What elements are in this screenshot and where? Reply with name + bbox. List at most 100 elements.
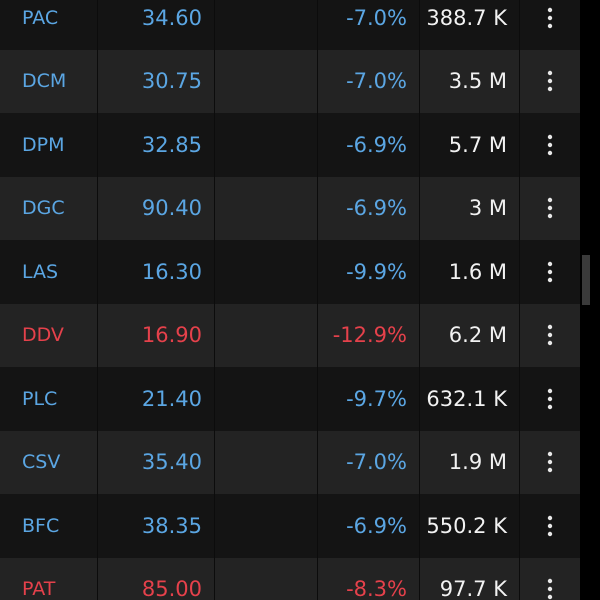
divider — [215, 430, 318, 494]
menu-icon[interactable] — [547, 451, 553, 473]
menu-dot — [547, 150, 553, 155]
symbol: PAT — [0, 557, 98, 600]
change: -7.0% — [318, 49, 420, 113]
divider — [215, 240, 318, 304]
volume: 550.2 K — [420, 494, 520, 558]
divider — [215, 113, 318, 177]
menu-dot — [547, 87, 553, 92]
price: 16.90 — [98, 303, 215, 367]
row-menu[interactable] — [520, 494, 580, 558]
price: 35.40 — [98, 430, 215, 494]
volume: 97.7 K — [420, 557, 520, 600]
symbol: DPM — [0, 113, 98, 177]
divider — [215, 557, 318, 600]
row-menu[interactable] — [520, 177, 580, 241]
price: 16.30 — [98, 240, 215, 304]
change: -6.9% — [318, 113, 420, 177]
stock-row[interactable]: CSV 35.40 -7.0% 1.9 M — [0, 430, 580, 495]
price: 21.40 — [98, 367, 215, 431]
menu-dot — [547, 523, 553, 528]
price: 30.75 — [98, 49, 215, 113]
menu-dot — [547, 206, 553, 211]
row-menu[interactable] — [520, 0, 580, 50]
menu-dot — [547, 214, 553, 219]
menu-dot — [547, 198, 553, 203]
menu-icon[interactable] — [547, 261, 553, 283]
stock-row[interactable]: LAS 16.30 -9.9% 1.6 M — [0, 240, 580, 304]
price: 90.40 — [98, 176, 215, 240]
change: -7.0% — [318, 430, 420, 494]
divider — [215, 0, 318, 50]
menu-dot — [547, 452, 553, 457]
change: -7.0% — [318, 0, 420, 50]
volume: 388.7 K — [420, 0, 520, 50]
scroll-thumb[interactable] — [582, 255, 590, 305]
volume: 5.7 M — [420, 113, 520, 177]
menu-dot — [547, 460, 553, 465]
stock-row[interactable]: DCM 30.75 -7.0% 3.5 M — [0, 49, 580, 114]
menu-icon[interactable] — [547, 134, 553, 156]
menu-icon[interactable] — [547, 7, 553, 29]
menu-dot — [547, 595, 553, 600]
menu-dot — [547, 531, 553, 536]
symbol: PAC — [0, 0, 98, 50]
price: 32.85 — [98, 113, 215, 177]
menu-icon[interactable] — [547, 324, 553, 346]
menu-dot — [547, 515, 553, 520]
row-menu[interactable] — [520, 113, 580, 177]
stock-row[interactable]: DGC 90.40 -6.9% 3 M — [0, 176, 580, 241]
stock-row[interactable]: PAT 85.00 -8.3% 97.7 K — [0, 557, 580, 600]
menu-dot — [547, 269, 553, 274]
menu-icon[interactable] — [547, 578, 553, 600]
stock-row[interactable]: BFC 38.35 -6.9% 550.2 K — [0, 494, 580, 558]
volume: 1.9 M — [420, 430, 520, 494]
menu-dot — [547, 7, 553, 12]
menu-icon[interactable] — [547, 515, 553, 537]
divider — [215, 303, 318, 367]
menu-dot — [547, 15, 553, 20]
symbol: PLC — [0, 367, 98, 431]
menu-icon[interactable] — [547, 388, 553, 410]
menu-icon[interactable] — [547, 70, 553, 92]
row-menu[interactable] — [520, 304, 580, 368]
row-menu[interactable] — [520, 50, 580, 114]
stock-row[interactable]: PAC 34.60 -7.0% 388.7 K — [0, 0, 580, 50]
price: 34.60 — [98, 0, 215, 50]
row-menu[interactable] — [520, 240, 580, 304]
menu-dot — [547, 404, 553, 409]
volume: 3 M — [420, 176, 520, 240]
menu-dot — [547, 71, 553, 76]
menu-dot — [547, 468, 553, 473]
divider — [215, 367, 318, 431]
scroll-track — [580, 0, 600, 600]
stock-row[interactable]: DDV 16.90 -12.9% 6.2 M — [0, 303, 580, 368]
symbol: CSV — [0, 430, 98, 494]
row-menu[interactable] — [520, 431, 580, 495]
symbol: DDV — [0, 303, 98, 367]
menu-icon[interactable] — [547, 197, 553, 219]
change: -9.7% — [318, 367, 420, 431]
menu-dot — [547, 134, 553, 139]
stock-row[interactable]: PLC 21.40 -9.7% 632.1 K — [0, 367, 580, 431]
price: 38.35 — [98, 494, 215, 558]
volume: 1.6 M — [420, 240, 520, 304]
row-menu[interactable] — [520, 367, 580, 431]
menu-dot — [547, 23, 553, 28]
volume: 3.5 M — [420, 49, 520, 113]
change: -6.9% — [318, 176, 420, 240]
stock-row[interactable]: DPM 32.85 -6.9% 5.7 M — [0, 113, 580, 177]
change: -8.3% — [318, 557, 420, 600]
symbol: LAS — [0, 240, 98, 304]
menu-dot — [547, 325, 553, 330]
menu-dot — [547, 261, 553, 266]
menu-dot — [547, 587, 553, 592]
symbol: DGC — [0, 176, 98, 240]
divider — [215, 49, 318, 113]
price: 85.00 — [98, 557, 215, 600]
divider — [215, 176, 318, 240]
change: -12.9% — [318, 303, 420, 367]
menu-dot — [547, 79, 553, 84]
row-menu[interactable] — [520, 558, 580, 600]
symbol: BFC — [0, 494, 98, 558]
